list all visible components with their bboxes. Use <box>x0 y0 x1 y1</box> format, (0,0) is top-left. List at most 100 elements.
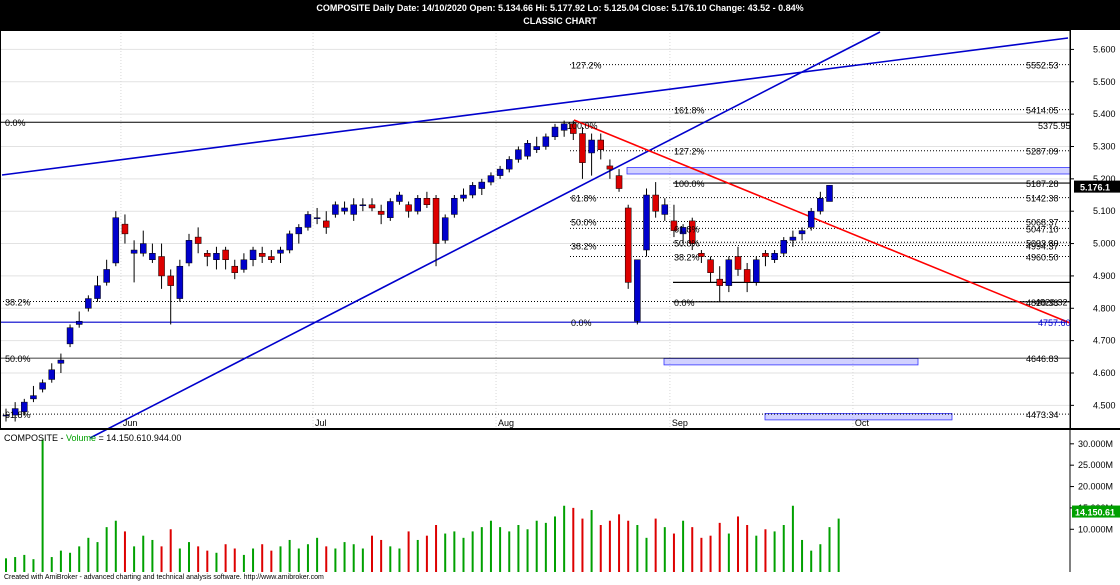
level-value-label: 5552.53 <box>1026 61 1059 71</box>
candle-body <box>204 253 211 257</box>
fib-zone <box>663 358 919 366</box>
candle-body <box>368 204 376 209</box>
price-tick-label: 5.600 <box>1093 44 1116 54</box>
level-value-label: 5068.37 <box>1026 218 1059 228</box>
candle-body <box>698 253 705 257</box>
month-label: Jul <box>315 418 327 428</box>
level-value-label: 5003.80 <box>1026 238 1059 248</box>
candle-body <box>469 185 476 196</box>
price-tick-label: 4.700 <box>1093 336 1116 346</box>
fib-percent-label: 161.8% <box>674 106 705 116</box>
highlight-zones <box>626 167 1071 421</box>
volume-tick-label: 30.000M <box>1078 439 1113 449</box>
candle-body <box>551 126 559 138</box>
candle-body <box>194 236 202 244</box>
chart-title-bar: COMPOSITE Daily Date: 14/10/2020 Open: 5… <box>0 0 1120 30</box>
candle-body <box>396 194 403 202</box>
axes: 5.600 5.500 5.400 5.300 5.200 5.100 5.000 4.900… <box>123 44 1116 534</box>
candle-body <box>826 185 833 202</box>
candle-body <box>377 210 385 215</box>
level-value-label: 4473.34 <box>1026 410 1059 420</box>
volume-bars <box>5 439 840 572</box>
fib-percent-label: 61.8% <box>5 410 31 420</box>
candle-body <box>240 259 248 270</box>
candle-body <box>643 194 650 251</box>
candle-body <box>762 253 769 257</box>
trend-line <box>1 37 1069 176</box>
volume-tick-label: 25.000M <box>1078 460 1113 470</box>
fib-percent-label: 50.0% <box>674 238 700 248</box>
candle-body <box>679 227 687 235</box>
level-value-label: 5287.09 <box>1026 147 1059 157</box>
candle-body <box>75 320 83 325</box>
fib-percent-label: 50.0% <box>5 354 31 364</box>
symbol-info: COMPOSITE Daily Date: 14/10/2020 Open: 5… <box>316 3 804 13</box>
candle-body <box>716 278 723 286</box>
candle-body <box>615 175 623 189</box>
candle-body <box>94 285 101 299</box>
candle-body <box>30 395 37 400</box>
candle-body <box>130 249 138 254</box>
candle-body <box>451 198 458 215</box>
candle-body <box>524 143 531 157</box>
price-tick-label: 5.300 <box>1093 141 1116 151</box>
candle-body <box>634 259 641 322</box>
candle-body <box>341 207 348 212</box>
trend-line <box>573 119 1071 324</box>
candle-body <box>149 253 156 260</box>
candle-body <box>753 259 760 283</box>
level-value-label: 4646.83 <box>1026 354 1059 364</box>
fib-percent-label: 100.0% <box>674 179 705 189</box>
price-panel-border <box>0 30 1071 429</box>
candle-body <box>725 259 733 286</box>
last-volume-tag <box>1072 505 1120 518</box>
candle-body <box>121 223 129 235</box>
candle-body <box>48 369 55 380</box>
fib-percent-label: 50.0% <box>571 218 597 228</box>
candle-body <box>11 408 19 416</box>
panel-frame <box>0 30 1120 572</box>
candle-body <box>304 214 312 228</box>
candle-body <box>103 269 110 283</box>
price-tick-label: 5.400 <box>1093 109 1116 119</box>
candle-body <box>387 201 394 218</box>
price-tick-label: 4.600 <box>1093 368 1116 378</box>
fib-percent-label: 38.2% <box>674 253 700 263</box>
candle-body <box>249 249 257 260</box>
fib-percent-label: 38.2% <box>5 297 31 307</box>
candle-body <box>606 165 614 170</box>
candle-body <box>21 401 28 413</box>
fib-percent-label: 0.0% <box>571 318 592 328</box>
candle-body <box>39 382 46 390</box>
candle-body <box>506 159 513 170</box>
level-value-label: 4994.37 <box>1026 242 1059 252</box>
candle-body <box>57 359 65 364</box>
price-tick-label: 5.500 <box>1093 77 1116 87</box>
candle-body <box>734 256 742 270</box>
month-label: Jun <box>123 418 138 428</box>
candle-body <box>176 265 184 299</box>
fibonacci-levels <box>0 64 1070 415</box>
candle-body <box>167 275 174 286</box>
candle-body <box>597 139 604 150</box>
trend-line <box>89 31 881 439</box>
trend-lines <box>1 31 1071 439</box>
candlesticks <box>2 120 833 422</box>
candle-body <box>496 168 504 176</box>
level-value-label: 5047.10 <box>1026 224 1059 234</box>
candle-body <box>414 198 421 212</box>
candle-body <box>707 259 714 273</box>
fib-percent-label: 127.2% <box>674 147 705 157</box>
candle-body <box>405 204 412 212</box>
candle-body <box>158 256 165 277</box>
month-label: Sep <box>672 418 688 428</box>
candle-body <box>432 198 440 244</box>
candle-body <box>487 175 495 183</box>
candle-body <box>588 139 595 154</box>
chart-style-label: CLASSIC CHART <box>523 16 597 26</box>
volume-tick-label: 10.000M <box>1078 524 1113 534</box>
volume-header: COMPOSITE - Volume = 14.150.610.944.00 <box>4 433 181 443</box>
candle-body <box>478 181 486 189</box>
candle-body <box>670 220 678 231</box>
